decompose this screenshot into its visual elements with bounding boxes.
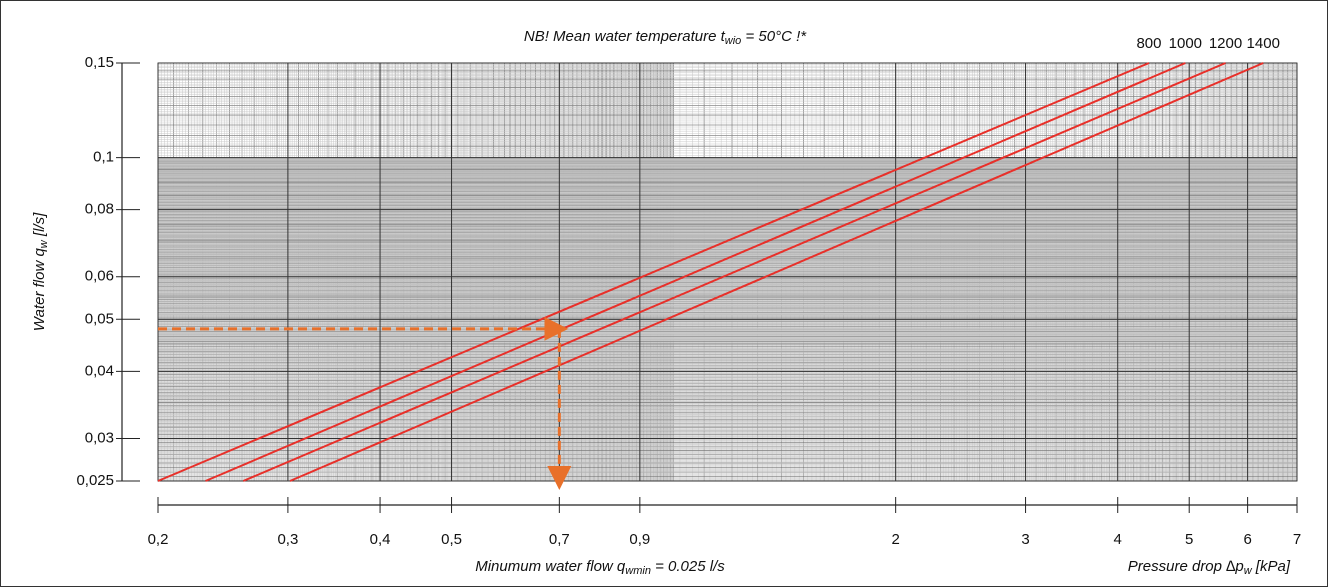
chart-title: NB! Mean water temperature twio = 50°C !… bbox=[524, 28, 807, 47]
x-tick-label: 0,3 bbox=[277, 531, 298, 548]
y-tick-label: 0,04 bbox=[85, 362, 114, 379]
y-tick-label: 0,03 bbox=[85, 429, 114, 446]
series-label: 800 bbox=[1136, 35, 1161, 52]
y-tick-label: 0,1 bbox=[93, 149, 114, 166]
x-axis-label: Pressure drop ∆pw [kPa] bbox=[1128, 558, 1291, 577]
x-tick-label: 6 bbox=[1243, 531, 1251, 548]
x-tick-label: 5 bbox=[1185, 531, 1193, 548]
x-tick-label: 3 bbox=[1021, 531, 1029, 548]
y-tick-label: 0,08 bbox=[85, 201, 114, 218]
x-tick-label: 0,9 bbox=[629, 531, 650, 548]
x-tick-label: 0,4 bbox=[370, 531, 391, 548]
footnote: Minumum water flow qwmin = 0.025 l/s bbox=[475, 558, 725, 577]
series-label: 1400 bbox=[1247, 35, 1280, 52]
series-line bbox=[289, 62, 1264, 482]
x-tick-label: 4 bbox=[1114, 531, 1122, 548]
x-tick-label: 0,2 bbox=[148, 531, 169, 548]
series-label: 1000 bbox=[1169, 35, 1202, 52]
y-tick-label: 0,025 bbox=[76, 472, 114, 489]
y-tick-label: 0,05 bbox=[85, 310, 114, 327]
series-label: 1200 bbox=[1209, 35, 1242, 52]
y-tick-label: 0,06 bbox=[85, 268, 114, 285]
series-line bbox=[205, 62, 1186, 482]
x-tick-label: 2 bbox=[891, 531, 899, 548]
series-line bbox=[157, 62, 1150, 482]
x-tick-label: 0,7 bbox=[549, 531, 570, 548]
y-tick-label: 0,15 bbox=[85, 54, 114, 71]
x-tick-label: 7 bbox=[1293, 531, 1301, 548]
y-axis-label: Water flow qw [l/s] bbox=[31, 212, 50, 331]
series-line bbox=[242, 62, 1226, 482]
x-tick-label: 0,5 bbox=[441, 531, 462, 548]
